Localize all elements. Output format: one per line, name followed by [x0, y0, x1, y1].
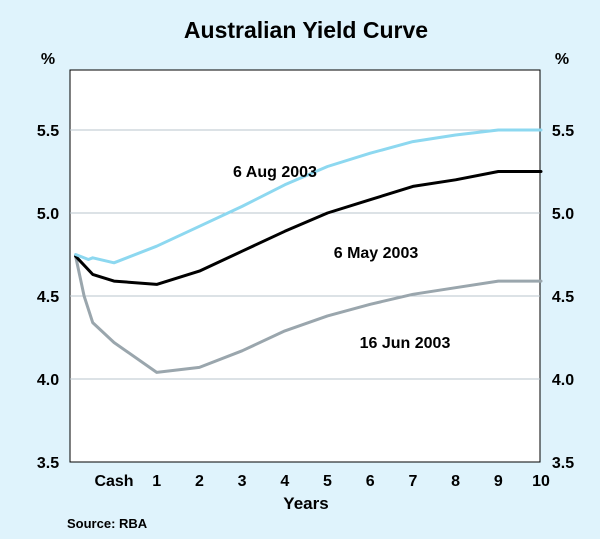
y-tick-label-right: 5.5 — [552, 123, 574, 140]
series-label-may: 6 May 2003 — [334, 245, 419, 262]
y-tick-label-left: 5.0 — [37, 206, 59, 223]
y-tick-label-right: 4.0 — [552, 372, 574, 389]
series-line-2 — [74, 254, 543, 374]
x-tick-label: 8 — [451, 473, 460, 490]
series-lines — [74, 128, 543, 374]
x-tick-label: 2 — [195, 473, 204, 490]
y-tick-label-left: 4.0 — [37, 372, 59, 389]
y-tick-label-right: 4.5 — [552, 289, 574, 306]
source-note: Source: RBA — [67, 516, 148, 531]
x-tick-labels: Cash 1 2 3 4 5 6 7 8 9 10 — [94, 473, 550, 490]
x-tick-label: 6 — [366, 473, 375, 490]
series-label-aug: 6 Aug 2003 — [233, 164, 317, 181]
y-tick-label-right: 3.5 — [552, 455, 574, 472]
x-tick-label: 5 — [323, 473, 332, 490]
x-tick-label: Cash — [94, 473, 133, 490]
x-tick-label: 7 — [408, 473, 417, 490]
series-line-0 — [74, 128, 543, 265]
x-tick-label: 1 — [152, 473, 161, 490]
series-line-1 — [74, 170, 543, 286]
y-tick-label-left: 4.5 — [37, 289, 59, 306]
y-tick-labels: 3.5 3.5 4.0 4.0 4.5 4.5 5.0 5.0 5.5 5.5 — [37, 123, 574, 472]
x-tick-label: 3 — [238, 473, 247, 490]
x-tick-label: 4 — [280, 473, 289, 490]
gridlines — [70, 129, 540, 380]
chart-title: Australian Yield Curve — [184, 17, 428, 43]
y-axis-unit-right: % — [555, 51, 569, 68]
x-axis-label: Years — [283, 494, 328, 513]
y-tick-label-right: 5.0 — [552, 206, 574, 223]
x-tick-label: 10 — [532, 473, 550, 490]
series-label-jun: 16 Jun 2003 — [360, 335, 451, 352]
y-axis-unit-left: % — [41, 51, 55, 68]
y-tick-label-left: 5.5 — [37, 123, 59, 140]
y-tick-label-left: 3.5 — [37, 455, 59, 472]
x-tick-label: 9 — [494, 473, 503, 490]
plot-area — [69, 69, 541, 463]
